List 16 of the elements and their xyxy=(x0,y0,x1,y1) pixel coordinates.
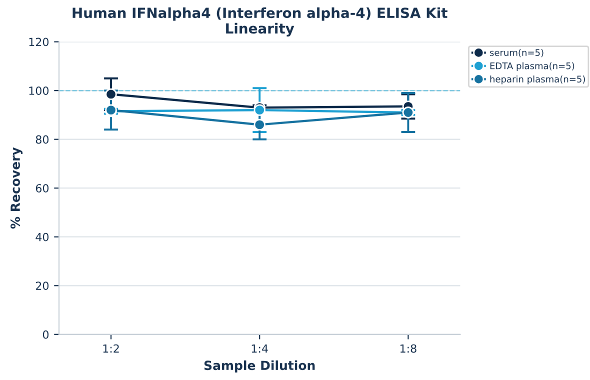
chart-title: Human IFNalpha4 (Interferon alpha-4) ELISA Kit Linearity xyxy=(72,7,448,36)
y-tick-label: 120 xyxy=(29,38,49,46)
y-axis-title: % Recovery xyxy=(10,147,23,229)
y-tick-label: 20 xyxy=(36,282,49,290)
legend-label: serum(n=5) xyxy=(490,49,544,58)
y-tick-label: 100 xyxy=(29,86,49,95)
y-tick-label: 0 xyxy=(42,330,49,339)
y-tick-label: 40 xyxy=(36,232,49,242)
y-tick-label: 80 xyxy=(36,135,49,144)
x-tick-label: 1:8 xyxy=(400,344,416,353)
x-tick-label: 1:4 xyxy=(252,344,268,353)
x-axis-title: Sample Dilution xyxy=(204,360,315,373)
y-tick-label: 60 xyxy=(36,184,49,192)
legend-label: heparin plasma(n=5) xyxy=(490,76,585,84)
x-tick-label: 1:2 xyxy=(103,344,119,353)
legend-label: EDTA plasma(n=5) xyxy=(490,62,574,72)
